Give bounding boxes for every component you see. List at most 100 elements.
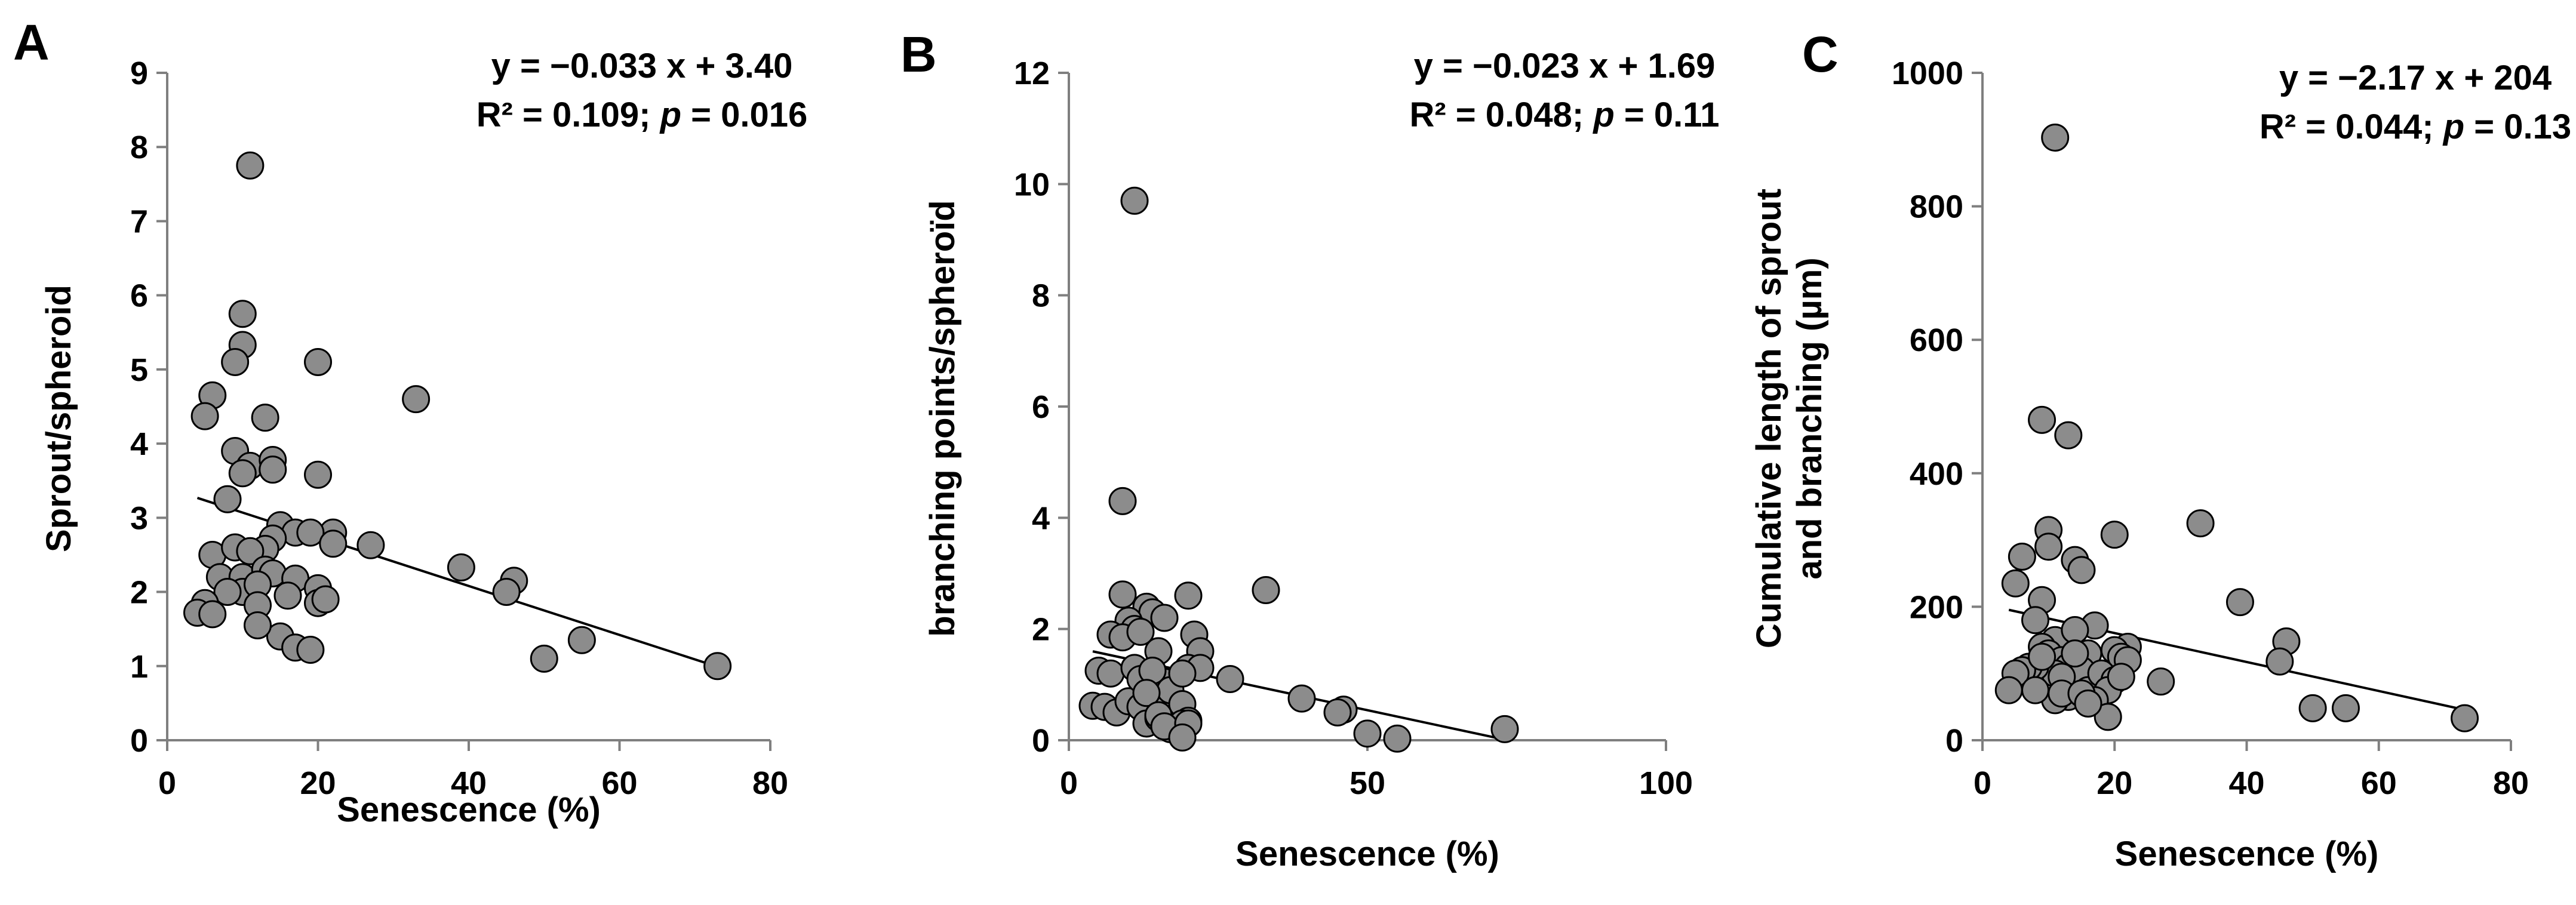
data-point [2100, 521, 2129, 549]
data-point [1108, 487, 1137, 515]
y-tick-label: 2 [130, 575, 148, 611]
data-point [236, 537, 265, 565]
stats-p-symbol: p [659, 96, 681, 134]
data-point [2094, 703, 2122, 731]
y-tick-label: 4 [1032, 500, 1050, 536]
data-point [2147, 667, 2175, 696]
data-point [236, 151, 265, 180]
data-point [251, 404, 279, 432]
stats-p-value: = 0.11 [1615, 96, 1720, 134]
data-point [1252, 575, 1280, 604]
x-tick-label: 100 [1639, 765, 1693, 801]
data-point [2034, 532, 2063, 561]
data-point [2331, 694, 2360, 722]
data-point [1096, 659, 1125, 688]
data-point [402, 385, 431, 414]
data-point [296, 518, 325, 547]
data-point [2001, 569, 2030, 598]
y-tick-label: 6 [130, 278, 148, 314]
data-point [2074, 689, 2102, 718]
data-point [2451, 704, 2479, 732]
x-tick-label: 50 [1350, 765, 1385, 801]
y-tick-label: 7 [130, 204, 148, 239]
regression-equation: y = −0.023 x + 1.69 [1414, 47, 1716, 85]
regression-stats: R² = 0.048; p = 0.11 [1409, 96, 1719, 134]
data-point [2067, 556, 2096, 584]
data-point [311, 585, 340, 614]
data-point [2265, 647, 2294, 676]
y-tick-label: 400 [1910, 456, 1963, 492]
x-axis-label: Senescence (%) [337, 790, 601, 829]
y-axis-label-line: Cumulative length of sprout [1750, 189, 1788, 648]
regression-stats: R² = 0.109; p = 0.016 [477, 96, 808, 134]
data-point [190, 402, 219, 430]
panel-a: A 0 1 2 3 4 5 6 7 8 9 0 20 40 60 80 Senescence (%) Sprout… [13, 14, 807, 829]
data-point [1216, 665, 1244, 694]
regression-equation: y = −0.033 x + 3.40 [491, 47, 793, 85]
x-axis-label: Senescence (%) [1235, 835, 1499, 873]
y-tick-label: 6 [1032, 389, 1050, 425]
data-point [1132, 679, 1161, 707]
stats-p-value: = 0.016 [681, 96, 807, 134]
data-point [1168, 723, 1197, 752]
data-point [244, 611, 272, 639]
stats-p-symbol: p [1592, 96, 1614, 134]
y-tick-label: 0 [1945, 723, 1963, 759]
data-point [1108, 580, 1137, 609]
y-tick-label: 1 [130, 649, 148, 685]
data-point [567, 626, 596, 654]
y-tick-label: 5 [130, 352, 148, 388]
data-point [1287, 684, 1316, 713]
x-tick-label: 20 [300, 765, 336, 801]
y-tick-label: 0 [130, 723, 148, 759]
y-tick-label: 4 [130, 426, 148, 462]
data-point [356, 531, 385, 559]
data-point [1174, 581, 1203, 610]
y-tick-label: 12 [1014, 56, 1050, 91]
data-point [2028, 642, 2057, 671]
data-point [1126, 617, 1155, 646]
data-point [221, 347, 250, 376]
data-point [2041, 123, 2070, 152]
panel-letter: B [900, 26, 937, 82]
data-point [213, 485, 242, 513]
data-point [273, 581, 302, 610]
x-tick-label: 80 [752, 765, 788, 801]
data-point [2028, 405, 2057, 434]
data-point [2186, 509, 2215, 538]
data-point [530, 644, 558, 673]
panel-letter: A [13, 14, 50, 70]
y-tick-label: 2 [1032, 612, 1050, 648]
data-point [213, 578, 242, 607]
y-tick-label: 10 [1014, 167, 1050, 202]
y-tick-label: 800 [1910, 189, 1963, 225]
stats-r2: R² = 0.109; [477, 96, 660, 134]
regression-stats: R² = 0.044; p = 0.13 [2260, 107, 2571, 146]
y-axis-label: branching points/spheroïd [923, 200, 962, 636]
panel-letter: C [1802, 26, 1839, 82]
x-tick-label: 0 [158, 765, 176, 801]
stats-r2: R² = 0.044; [2260, 107, 2443, 146]
y-tick-label: 0 [1032, 723, 1050, 759]
data-point [2054, 421, 2083, 450]
data-point [259, 455, 287, 484]
data-point [1150, 604, 1179, 632]
data-point [2061, 616, 2089, 645]
data-point [2298, 694, 2327, 722]
panel-c: C 0 200 400 600 800 1000 0 20 40 60 80 Senescence (%… [1750, 26, 2571, 873]
data-point [703, 652, 732, 681]
data-point [1490, 715, 1519, 743]
y-tick-label: 8 [130, 130, 148, 165]
y-tick-label: 1000 [1892, 56, 1963, 91]
data-point [296, 635, 325, 664]
data-point [228, 300, 257, 328]
y-tick-label: 9 [130, 56, 148, 91]
data-point [2008, 543, 2036, 571]
data-point [1323, 698, 1352, 727]
panel-b: B 0 2 4 6 8 10 12 0 50 100 Senescence (%) branching … [900, 26, 1720, 873]
stats-r2: R² = 0.048; [1409, 96, 1593, 134]
x-tick-label: 0 [1974, 765, 1991, 801]
y-axis-label-line: and branching (µm) [1790, 257, 1829, 579]
